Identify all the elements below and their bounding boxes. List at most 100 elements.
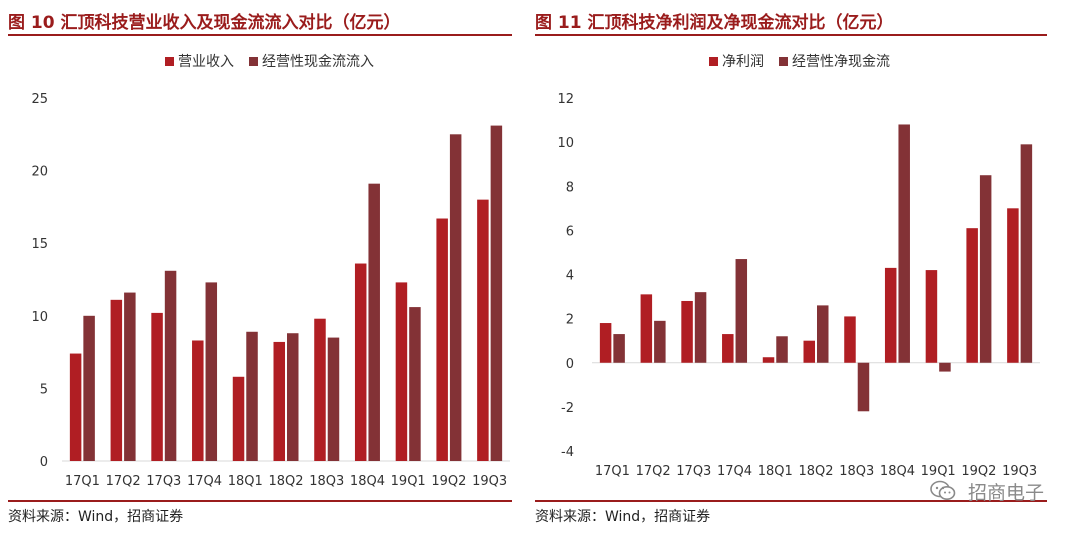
bar [164,270,177,461]
bar [681,300,693,363]
bar [110,299,123,461]
bar [1020,144,1033,363]
figure-10-panel: 图 10 汇顶科技营业收入及现金流流入对比（亿元） 0 5 10 15 20 25 17Q1… [8,13,512,525]
x-tick-label: 18Q4 [350,474,385,489]
y-tick-label: 2 [566,313,574,328]
bar [735,259,748,363]
bar [327,337,340,461]
y-tick-label: 0 [40,455,48,470]
bar [1007,208,1019,363]
y-tick-label: 15 [31,237,48,252]
bar [287,333,299,461]
watermark: 招商电子 [930,478,1044,507]
x-tick-label: 17Q1 [65,474,100,489]
bar [966,228,978,363]
legend-label: 经营性净现金流 [792,54,890,70]
x-tick-label: 17Q2 [636,464,671,479]
bar [409,307,421,461]
bar [151,312,163,461]
legend-label: 经营性现金流流入 [262,54,374,70]
profit-netcashflow-chart: -4 -2 0 2 4 6 8 10 12 17Q1 17Q2 17Q3 17Q4 18Q1 18Q2 18Q… [557,54,1040,479]
y-tick-label: 5 [40,382,48,397]
bar [368,183,380,461]
title-rule [535,34,1047,36]
figure-title: 图 10 汇顶科技营业收入及现金流流入对比（亿元） [8,13,401,33]
source-note: 资料来源：Wind，招商证券 [535,509,711,525]
bar [490,125,503,461]
bar [803,340,815,363]
legend-swatch [249,57,258,66]
bar [694,292,707,363]
y-tick-label: -2 [561,401,574,416]
x-tick-label: 18Q2 [798,464,833,479]
y-tick-label: 10 [31,310,48,325]
y-tick-label: 0 [566,357,574,372]
y-tick-label: 25 [31,92,48,107]
bar [477,199,489,461]
legend-swatch [709,57,718,66]
y-tick-label: 4 [566,269,574,284]
source-rule [535,500,1047,502]
bar [246,331,258,461]
y-tick-label: 6 [566,224,574,239]
y-tick-label: 10 [557,136,574,151]
bar [979,175,992,363]
bar [762,357,775,363]
x-tick-label: 17Q1 [595,464,630,479]
source-note: 资料来源：Wind，招商证券 [8,509,184,525]
watermark-text: 招商电子 [967,482,1044,504]
bar [124,292,136,461]
legend-label: 营业收入 [178,54,234,70]
bar [640,294,653,363]
bar [232,376,245,461]
y-tick-label: 8 [566,180,574,195]
bar [354,263,367,461]
bar [857,362,870,412]
source-rule [8,500,512,502]
y-tick-label: 20 [31,165,48,180]
bar [83,315,95,461]
bar [884,267,897,363]
bar [599,323,612,363]
bar [436,218,448,461]
legend-label: 净利润 [722,54,764,70]
revenue-cashflow-chart: 0 5 10 15 20 25 17Q1 17Q2 17Q3 17Q4 18Q1 18Q2 18Q3 18… [31,54,510,489]
x-tick-label: 18Q2 [268,474,303,489]
x-tick-label: 18Q1 [758,464,793,479]
bar [925,270,938,363]
bar [273,341,285,461]
figure-11-panel: 图 11 汇顶科技净利润及净现金流对比（亿元） -4 -2 0 2 4 6 8 10 12 17Q… [535,0,1080,541]
x-tick-label: 17Q4 [187,474,222,489]
y-tick-label: 12 [557,92,574,107]
x-tick-label: 19Q3 [472,474,507,489]
x-tick-label: 17Q4 [717,464,752,479]
x-tick-label: 18Q3 [309,474,344,489]
bar [69,353,82,461]
bar [844,316,856,363]
x-tick-label: 17Q3 [146,474,181,489]
title-rule [8,34,512,36]
figure-title: 图 11 汇顶科技净利润及净现金流对比（亿元） [535,13,894,33]
x-tick-label: 19Q3 [1002,464,1037,479]
bar [314,318,326,461]
bar [722,334,734,363]
wechat-icon [930,480,956,507]
bar [192,340,204,461]
x-tick-label: 17Q3 [676,464,711,479]
bar [939,362,951,372]
bar [654,320,666,363]
bar [898,124,910,363]
x-tick-label: 18Q3 [839,464,874,479]
bar [613,334,625,363]
legend-swatch [779,57,788,66]
x-tick-label: 19Q2 [961,464,996,479]
bar [776,336,788,363]
x-tick-label: 19Q2 [431,474,466,489]
x-tick-label: 18Q4 [880,464,915,479]
bar [395,282,408,461]
x-tick-label: 19Q1 [391,474,426,489]
legend-swatch [165,57,174,66]
x-tick-label: 18Q1 [228,474,263,489]
x-tick-label: 17Q2 [106,474,141,489]
x-tick-label: 19Q1 [921,464,956,479]
